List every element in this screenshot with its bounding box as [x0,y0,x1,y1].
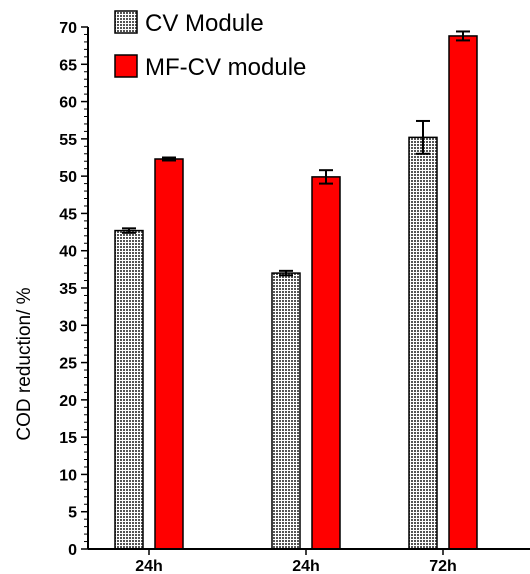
error-bar-mf-cv-module [456,30,470,42]
y-tick-label: 10 [59,467,77,484]
y-tick-label: 65 [59,57,77,74]
y-tick-label: 20 [59,393,77,410]
bars-layer [114,35,478,550]
x-tick-label: 24h [135,558,163,574]
legend-swatch-mf-cv-module [114,54,138,78]
y-tick-label: 0 [68,542,77,559]
x-tick-label: 24h [292,558,320,574]
x-axis: 24h 24h 72h [88,548,530,574]
y-tick-label: 25 [59,356,77,373]
y-tick-label: 70 [59,20,77,37]
bar-mf-cv-module [154,158,184,550]
y-tick-label: 35 [59,281,77,298]
y-tick-label: 15 [59,430,77,447]
error-bar-cv-module [279,269,293,277]
error-bar-cv-module [416,119,430,155]
x-ticks: 24h 24h 72h [135,549,457,574]
y-tick-label: 30 [59,318,77,335]
error-bar-mf-cv-module [319,169,333,185]
bar-cv-module [408,136,438,550]
error-bars-layer [122,30,470,277]
y-axis-title: COD reduction/ % [14,287,35,440]
y-axis: 0 5 10 15 20 25 30 35 40 45 50 55 60 65 70 [59,20,89,559]
bar-cv-module [114,229,144,550]
legend-label-mf-cv-module: MF-CV module [145,54,306,81]
legend-label-cv-module: CV Module [145,10,264,37]
error-bar-cv-module [122,227,136,234]
y-tick-label: 60 [59,95,77,112]
y-tick-label: 50 [59,169,77,186]
error-bar-mf-cv-module [162,156,176,162]
bar-mf-cv-module [311,176,341,550]
x-tick-label: 72h [429,558,457,574]
y-tick-label: 55 [59,132,77,149]
y-ticks: 0 5 10 15 20 25 30 35 40 45 50 55 60 65 70 [59,20,88,559]
legend-swatch-cv-module [114,10,138,34]
y-tick-label: 5 [68,505,77,522]
bar-mf-cv-module [448,35,478,550]
legend: CV Module MF-CV module [114,10,306,81]
y-tick-label: 45 [59,206,77,223]
y-tick-label: 40 [59,244,77,261]
bar-cv-module [271,272,301,550]
